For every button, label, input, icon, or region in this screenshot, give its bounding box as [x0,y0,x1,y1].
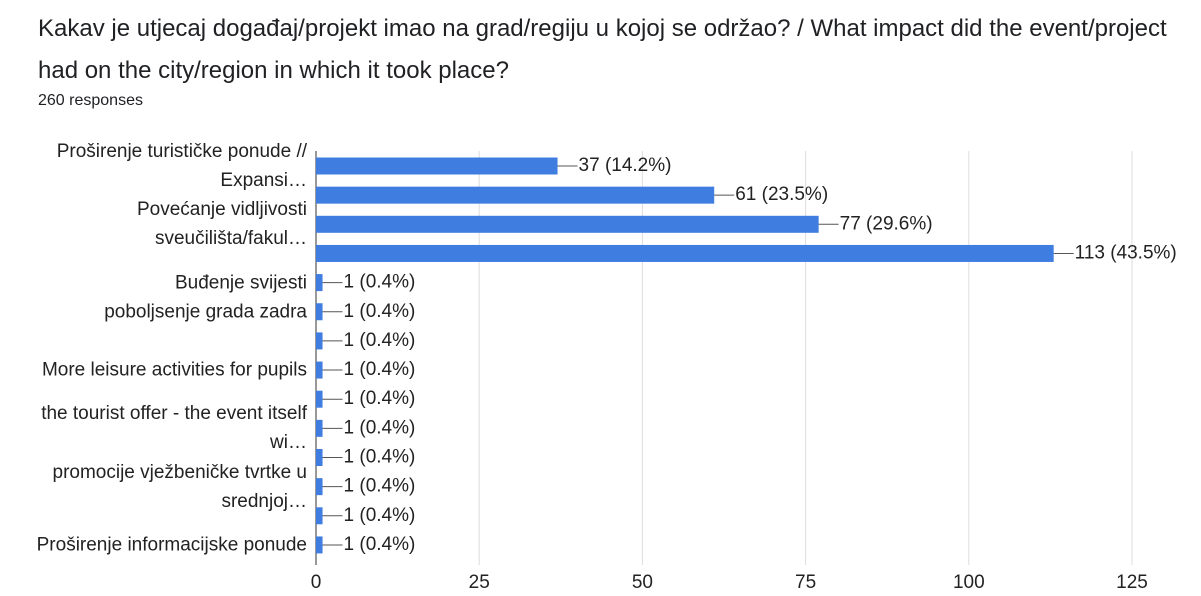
bar [316,536,323,554]
y-tick-label: Buđenje svijesti [174,272,307,294]
bar [316,215,819,233]
bar [316,507,323,525]
bar [316,303,323,321]
bar [316,186,715,204]
value-label: 37 (14.2%) [579,155,672,176]
bar [316,244,1054,262]
y-tick-label: the tourist offer - the event itself wi… [41,403,307,454]
value-label: 1 (0.4%) [344,330,416,351]
bar [316,449,323,466]
value-label: 1 (0.4%) [344,417,416,438]
bar [316,478,323,496]
value-label: 1 (0.4%) [344,388,416,409]
y-tick-label: Povećanje vidljivosti sveučilišta/fakul… [136,199,307,250]
x-tick-label: 0 [311,572,322,593]
value-label: 1 (0.4%) [344,534,416,555]
value-label: 1 (0.4%) [344,359,416,380]
value-label: 61 (23.5%) [735,184,828,205]
chart-title: Kakav je utjecaj događaj/projekt imao na… [38,15,1167,84]
bar [316,274,323,292]
value-label: 1 (0.4%) [344,476,416,497]
bar [316,390,323,408]
y-tick-label: poboljsenje grada zadra [104,301,307,323]
value-label: 77 (29.6%) [840,213,933,234]
x-tick-label: 75 [795,572,816,593]
x-tick-label: 125 [1116,572,1148,593]
y-tick-label: promocije vježbeničke tvrtke u srednjoj… [52,461,308,512]
y-tick-label: More leisure activities for pupils [41,359,307,381]
value-label: 1 (0.4%) [344,447,416,468]
value-label: 113 (43.5%) [1075,242,1177,263]
bar [316,332,323,350]
bar [316,419,323,437]
chart-subtitle: 260 responses [38,92,143,109]
value-label: 1 (0.4%) [344,272,416,293]
x-tick-label: 100 [953,572,985,593]
bar [316,157,558,175]
value-label: 1 (0.4%) [344,505,416,526]
value-label: 1 (0.4%) [344,301,416,322]
x-tick-label: 50 [632,572,653,593]
y-tick-label: Proširenje informacijske ponude [36,534,307,556]
x-tick-label: 25 [469,572,490,593]
y-tick-label: Proširenje turističke ponude // Expansi… [56,141,307,191]
bar [316,361,323,379]
